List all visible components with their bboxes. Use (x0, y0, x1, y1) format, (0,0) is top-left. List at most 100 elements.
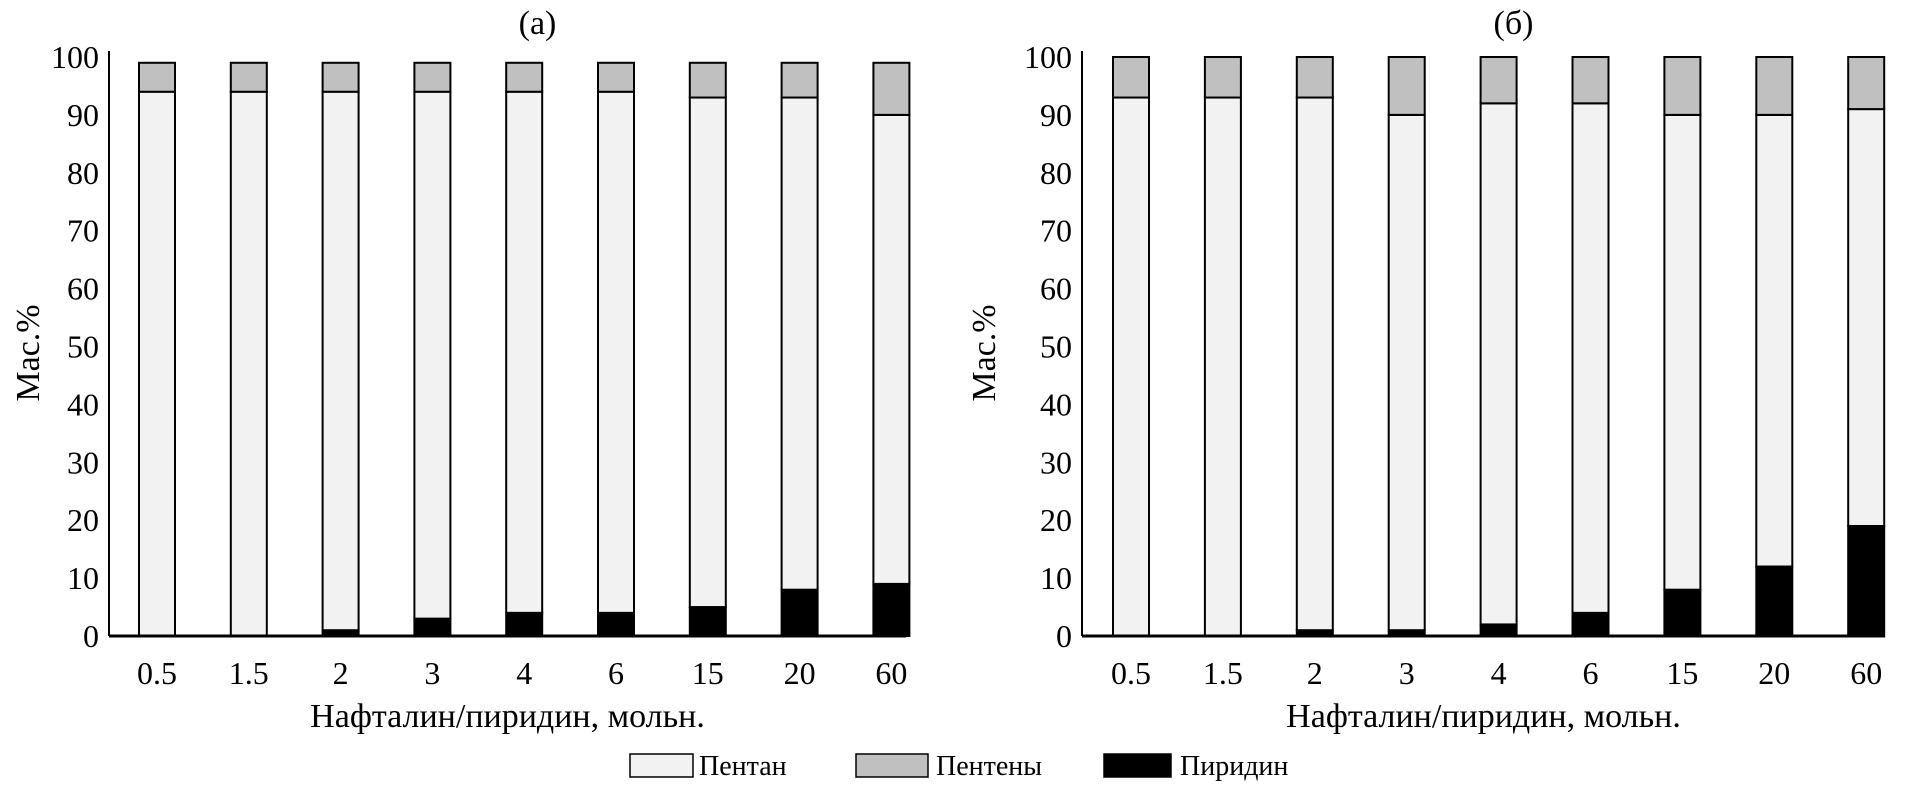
y-tick-label: 0 (1056, 618, 1072, 654)
bar-pentane (1203, 96, 1242, 637)
bar-pentenes (780, 61, 819, 99)
y-tick-label: 100 (51, 39, 99, 75)
y-tick-label: 60 (1040, 271, 1072, 307)
chart-panel-1: (a) Мас.% 0 10 20 30 40 50 60 70 80 90 100 0.5 1.5 2 3 4 6… (10, 5, 911, 735)
legend-label: Пентены (936, 751, 1042, 782)
y-tick-label: 10 (67, 560, 99, 596)
legend-swatch-pyridine (1103, 753, 1172, 778)
bar-pentane (688, 96, 727, 609)
bar-pyridine (1847, 524, 1886, 637)
legend-item-pyridine: Пиридин (1103, 751, 1288, 782)
x-axis-label: Нафталин/пиридин, мольн. (310, 698, 705, 735)
bar-pentane (1112, 96, 1150, 637)
bar-pentane (1571, 102, 1610, 614)
bar-pentenes (1663, 56, 1702, 116)
bar-pentane (505, 90, 544, 614)
bar-pentenes (321, 61, 360, 93)
bar-pentenes (138, 61, 176, 93)
y-tick-label: 20 (1040, 502, 1072, 538)
y-tick-label: 10 (1040, 560, 1072, 596)
legend-swatch-pentenes (855, 753, 929, 778)
y-tick-label: 80 (67, 155, 99, 191)
bar-pentane (229, 90, 268, 638)
bar-pentane (872, 113, 911, 585)
bar-pentenes (413, 61, 452, 93)
x-tick-label: 4 (1491, 655, 1507, 691)
y-tick-label: 50 (67, 329, 99, 365)
y-tick-label: 20 (67, 502, 99, 538)
y-tick-label: 90 (1040, 97, 1072, 133)
bar-pyridine (1755, 565, 1794, 638)
bar-pentenes (1112, 56, 1150, 99)
bar-pentenes (1755, 56, 1794, 116)
x-tick-label: 1.5 (229, 655, 269, 691)
bar-pentane (138, 90, 176, 638)
bar-pyridine (413, 617, 452, 638)
y-tick-label: 80 (1040, 155, 1072, 191)
bar-pentane (780, 96, 819, 591)
y-tick-label: 40 (1040, 386, 1072, 422)
legend-item-pentenes: Пентены (855, 751, 1042, 782)
chart-panel-2: (б) Мас.% 0 10 20 30 40 50 60 70 80 90 100 0.5 1.5 2 3 4 6… (966, 5, 1886, 735)
bar-pyridine (688, 606, 727, 637)
bar-pentenes (1203, 56, 1242, 99)
chart-title: (б) (1494, 5, 1534, 42)
legend-swatch-pentane (629, 753, 694, 778)
bar-pyridine (780, 588, 819, 637)
bar-pentenes (505, 61, 544, 93)
x-tick-label: 6 (1583, 655, 1599, 691)
y-tick-label: 30 (67, 444, 99, 480)
bar-pyridine (1571, 611, 1610, 638)
x-tick-label: 20 (784, 655, 816, 691)
y-tick-label: 60 (67, 271, 99, 307)
y-tick-label: 0 (83, 618, 99, 654)
x-tick-label: 2 (333, 655, 349, 691)
bar-pentane (1847, 108, 1886, 527)
bar-pentenes (872, 61, 911, 116)
x-tick-label: 3 (424, 655, 440, 691)
x-tick-label: 60 (875, 655, 907, 691)
bar-pyridine (505, 611, 544, 638)
legend: Пентан Пентены Пиридин (629, 751, 1288, 782)
y-axis-label: Мас.% (10, 304, 47, 401)
bar-pentenes (1479, 56, 1518, 105)
legend-label: Пиридин (1180, 751, 1288, 782)
x-tick-label: 4 (516, 655, 532, 691)
bar-pentane (1295, 96, 1334, 632)
x-tick-label: 0.5 (137, 655, 177, 691)
y-tick-label: 30 (1040, 444, 1072, 480)
x-tick-label: 0.5 (1111, 655, 1151, 691)
y-tick-label: 90 (67, 97, 99, 133)
bar-pentenes (688, 61, 727, 99)
x-tick-label: 15 (1666, 655, 1698, 691)
bar-pentenes (1295, 56, 1334, 99)
bar-pentenes (229, 61, 268, 93)
bar-pyridine (1663, 588, 1702, 637)
y-axis-label: Мас.% (966, 304, 1003, 401)
x-tick-label: 2 (1307, 655, 1323, 691)
bar-pentane (1387, 113, 1426, 632)
bar-pentane (597, 90, 635, 614)
chart-title: (a) (519, 5, 557, 42)
bar-pentane (1663, 113, 1702, 591)
x-tick-label: 60 (1850, 655, 1882, 691)
y-tick-label: 40 (67, 386, 99, 422)
bar-pyridine (872, 582, 911, 638)
x-tick-label: 20 (1758, 655, 1790, 691)
x-tick-label: 15 (692, 655, 724, 691)
bar-pentane (413, 90, 452, 620)
y-tick-label: 70 (67, 213, 99, 249)
bar-pentenes (597, 61, 635, 93)
x-tick-label: 1.5 (1203, 655, 1243, 691)
y-tick-label: 70 (1040, 213, 1072, 249)
bar-pyridine (597, 611, 635, 638)
bar-pentane (1755, 113, 1794, 568)
bar-pentenes (1387, 56, 1426, 116)
bar-pyridine (1479, 623, 1518, 637)
bar-pentane (1479, 102, 1518, 626)
x-axis-label: Нафталин/пиридин, мольн. (1286, 698, 1681, 735)
bar-pentenes (1571, 56, 1610, 105)
y-tick-label: 50 (1040, 329, 1072, 365)
y-tick-label: 100 (1024, 39, 1072, 75)
